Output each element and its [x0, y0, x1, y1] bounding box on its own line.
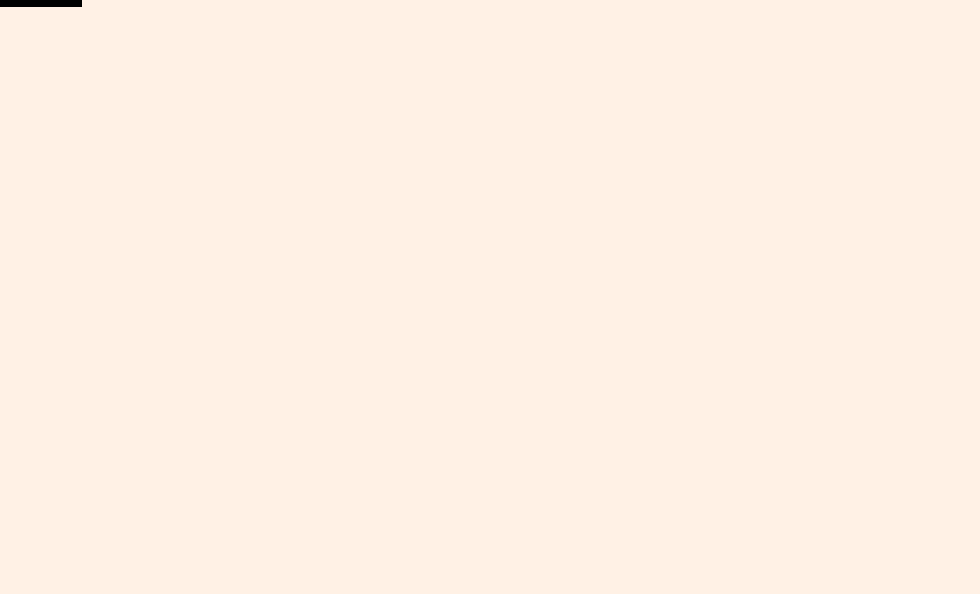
ft-top-bar — [0, 0, 82, 7]
